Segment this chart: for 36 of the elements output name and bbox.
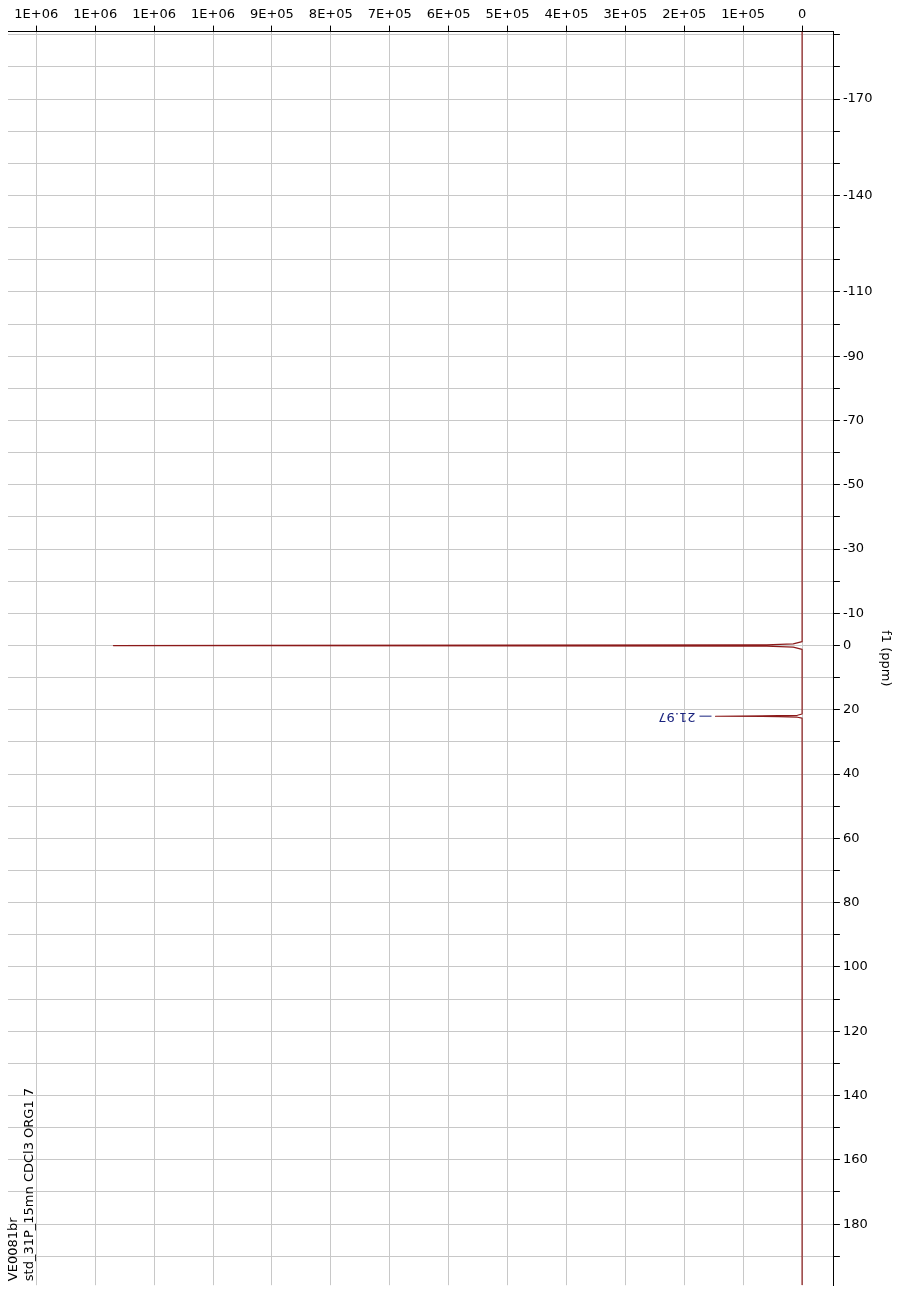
y-tick-label: 120 xyxy=(842,1022,868,1038)
annotation: 21.97 xyxy=(658,709,696,725)
x-tick-label: 4E+05 xyxy=(544,6,589,22)
y-tick-label: -140 xyxy=(842,186,873,202)
y-tick-label: 100 xyxy=(842,958,868,974)
x-tick-label: 9E+05 xyxy=(249,6,294,22)
y-axis-title: f1 (ppm) xyxy=(878,630,894,687)
y-tick-label: 140 xyxy=(842,1086,868,1102)
x-tick-label: 3E+05 xyxy=(603,6,648,22)
x-tick-label: 2E+05 xyxy=(662,6,707,22)
x-tick-label: 5E+05 xyxy=(485,6,530,22)
y-tick-label: -70 xyxy=(842,411,865,427)
annotation: VE0081br xyxy=(5,1216,21,1282)
y-tick-label: -110 xyxy=(842,283,873,299)
y-tick-label: 40 xyxy=(842,765,860,781)
y-tick-label: -50 xyxy=(842,476,865,492)
y-tick-label: 160 xyxy=(842,1151,868,1167)
x-tick-label: 1E+06 xyxy=(132,6,177,22)
y-tick-label: -10 xyxy=(842,604,865,620)
y-tick-label: 20 xyxy=(842,701,860,717)
x-tick-label: 7E+05 xyxy=(367,6,412,22)
y-tick-label: 0 xyxy=(842,636,852,652)
y-tick-label: -90 xyxy=(842,347,865,363)
y-tick-label: 80 xyxy=(842,894,860,910)
y-tick-label: -170 xyxy=(842,90,873,106)
x-tick-label: 1E+06 xyxy=(191,6,235,22)
x-tick-label: 1E+06 xyxy=(73,6,118,22)
annotation: std_31P_15mn CDCl3 ORG1 7 xyxy=(21,1087,37,1282)
y-tick-label: 180 xyxy=(842,1215,868,1231)
y-tick-label: 60 xyxy=(842,829,860,845)
x-tick-label: 6E+05 xyxy=(426,6,471,22)
x-tick-label: 1E+05 xyxy=(721,6,766,22)
x-tick-label: 0 xyxy=(797,6,807,22)
x-tick-label: 8E+05 xyxy=(308,6,353,22)
y-tick-label: -30 xyxy=(842,540,865,556)
x-tick-label: 1E+06 xyxy=(14,6,59,22)
